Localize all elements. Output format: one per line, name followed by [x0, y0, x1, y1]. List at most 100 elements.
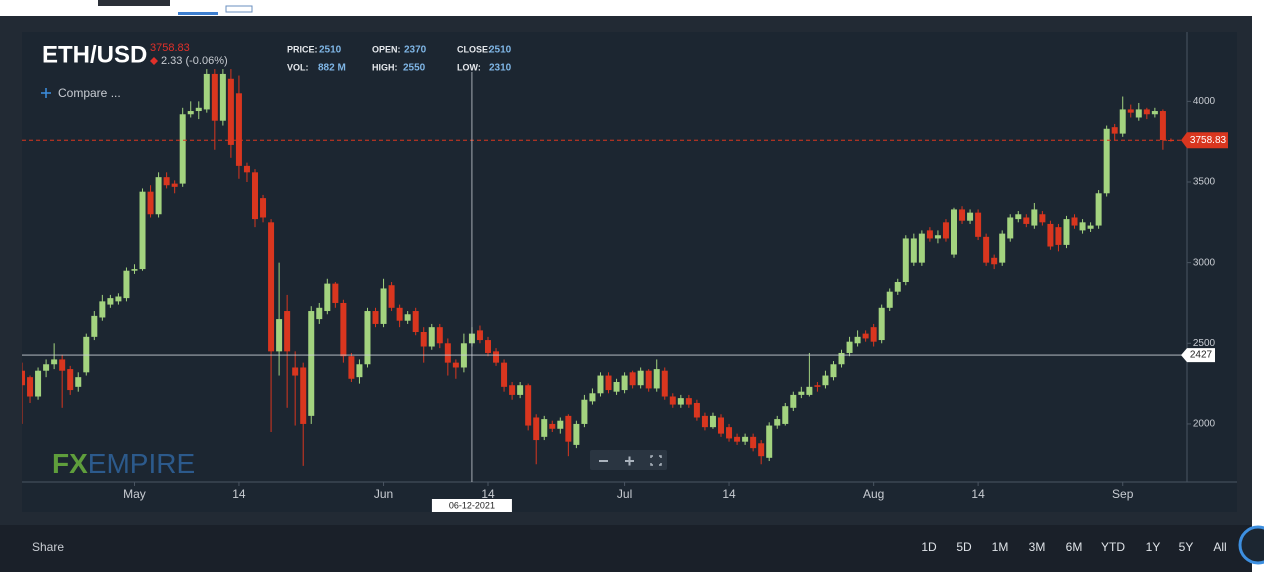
last-price-tag: 3758.83 [1190, 135, 1227, 146]
notification-icon[interactable] [1238, 525, 1264, 565]
y-tick-label: 2500 [1193, 338, 1216, 349]
range-button[interactable]: 1M [992, 540, 1009, 554]
candle-body [163, 177, 170, 186]
candle-body [300, 367, 307, 424]
candle-body [1151, 111, 1158, 115]
candle-body [444, 343, 451, 363]
candle-body [139, 191, 146, 270]
candle-body [187, 111, 194, 115]
candle-body [1095, 193, 1102, 226]
range-button[interactable]: 5Y [1179, 540, 1194, 554]
candle-body [854, 336, 861, 344]
candle-body [734, 436, 741, 442]
x-tick-label: Jul [617, 487, 632, 501]
candle-body [983, 236, 990, 263]
candle-body [742, 436, 749, 442]
candle-body [179, 114, 186, 184]
candle-body [573, 423, 580, 445]
candle-body [316, 307, 323, 320]
symbol: ETH/USD [42, 41, 147, 68]
x-tick-label: 14 [481, 487, 495, 501]
candle-body [107, 298, 114, 305]
compare-button[interactable]: Compare ... [58, 86, 121, 100]
share-button[interactable]: Share [32, 540, 64, 554]
candle-body [669, 396, 676, 405]
range-button[interactable]: 1Y [1146, 540, 1161, 554]
candle-body [999, 233, 1006, 263]
candle-body [605, 375, 612, 391]
candle-body [501, 362, 508, 387]
range-button[interactable]: YTD [1101, 540, 1125, 554]
candle-body [541, 419, 548, 437]
candle-body [918, 233, 925, 263]
candle-body [1055, 227, 1062, 245]
price-change: 2.33 (-0.06%) [161, 55, 228, 67]
candle-body [276, 319, 283, 352]
y-tick-label: 4000 [1193, 96, 1216, 107]
candle-body [878, 307, 885, 341]
compare-icon[interactable] [41, 88, 51, 98]
candle-body [1143, 109, 1150, 115]
candle-body [155, 177, 162, 215]
x-tick-label: 14 [722, 487, 736, 501]
candle-body [894, 282, 901, 292]
candle-body [846, 341, 853, 353]
candle-body [709, 415, 716, 428]
candle-body [252, 172, 258, 220]
candle-body [51, 359, 58, 365]
y-tick-label: 2000 [1193, 419, 1216, 430]
top-tab[interactable] [98, 0, 170, 6]
zoom-in[interactable] [625, 456, 634, 466]
candle-body [549, 423, 556, 429]
range-button[interactable]: 1D [921, 540, 937, 554]
candle-body [235, 93, 242, 166]
candle-body [838, 352, 845, 365]
range-button[interactable]: 6M [1066, 540, 1083, 554]
candle-body [629, 372, 636, 386]
fullscreen[interactable] [650, 455, 662, 466]
candle-body [814, 385, 821, 387]
top-tab-box[interactable] [225, 5, 253, 13]
candle-body [557, 420, 564, 429]
footer-bar [0, 525, 1252, 572]
candle-body [509, 385, 516, 395]
candle-body [1135, 109, 1142, 118]
candle-body [171, 183, 178, 187]
candle-body [1079, 222, 1086, 231]
candle-body [340, 302, 347, 357]
candle-body [436, 327, 443, 344]
stat-value: 2310 [489, 63, 512, 74]
candle-body [364, 311, 371, 365]
candle-body [428, 327, 435, 347]
range-button[interactable]: 3M [1029, 540, 1046, 554]
candle-body [1031, 209, 1038, 226]
candle-body [565, 415, 572, 442]
range-button[interactable]: 5D [956, 540, 972, 554]
candle-body [485, 340, 491, 353]
candle-body [991, 257, 998, 265]
stat-value: 2510 [319, 45, 342, 56]
candle-body [123, 270, 130, 299]
candle-body [91, 315, 98, 337]
candle-body [934, 235, 941, 239]
candle-body [43, 364, 50, 371]
top-tab-indicator [178, 12, 218, 15]
candle-body [412, 311, 419, 332]
range-button[interactable]: All [1213, 540, 1226, 554]
stat-label: CLOSE: [457, 44, 491, 54]
candle-body [203, 73, 210, 110]
candle-body [308, 311, 315, 416]
logo-empire: EMPIRE [88, 448, 195, 479]
down-icon [150, 57, 158, 65]
candle-body [131, 269, 138, 271]
candle-body [581, 399, 588, 424]
candle-body [59, 359, 66, 371]
candle-body [862, 333, 869, 339]
candle-body [758, 443, 765, 457]
candle-body [517, 385, 524, 395]
stat-label: OPEN: [372, 44, 401, 54]
crosshair-x-tag-bg [431, 499, 512, 512]
candle-body [404, 314, 411, 321]
candle-body [22, 370, 25, 386]
